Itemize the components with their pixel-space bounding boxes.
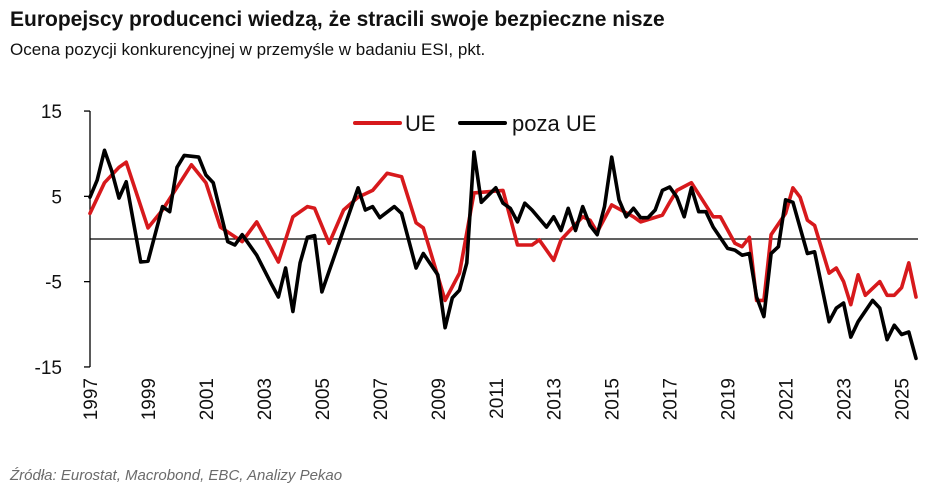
chart-subtitle: Ocena pozycji konkurencyjnej w przemyśle…	[10, 40, 486, 59]
x-tick-label: 2021	[777, 378, 798, 420]
y-tick-label: 5	[51, 187, 62, 208]
x-tick-label: 2013	[545, 378, 566, 420]
x-tick-label: 2003	[255, 378, 276, 420]
x-tick-label: 1999	[139, 378, 160, 420]
source-note: Źródła: Eurostat, Macrobond, EBC, Analiz…	[10, 467, 343, 484]
x-tick-label: 2019	[719, 378, 740, 420]
y-tick-label: -5	[45, 273, 62, 294]
chart-title: Europejscy producenci wiedzą, że stracil…	[10, 8, 665, 31]
x-tick-label: 1997	[81, 378, 102, 420]
x-tick-label: 2007	[371, 378, 392, 420]
x-tick-label: 2001	[197, 378, 218, 420]
x-tick-label: 2023	[835, 378, 856, 420]
y-tick-label: 15	[41, 102, 62, 123]
series-line-poza-ue	[88, 148, 918, 361]
x-tick-label: 2005	[313, 378, 334, 420]
x-tick-label: 2017	[661, 378, 682, 420]
x-tick-label: 2015	[603, 378, 624, 420]
y-tick-label: -15	[35, 358, 62, 379]
x-tick-label: 2025	[893, 378, 914, 420]
legend-label: poza UE	[512, 111, 596, 136]
legend-label: UE	[405, 111, 436, 136]
x-tick-label: 2009	[429, 378, 450, 420]
x-tick-label: 2011	[487, 378, 508, 419]
